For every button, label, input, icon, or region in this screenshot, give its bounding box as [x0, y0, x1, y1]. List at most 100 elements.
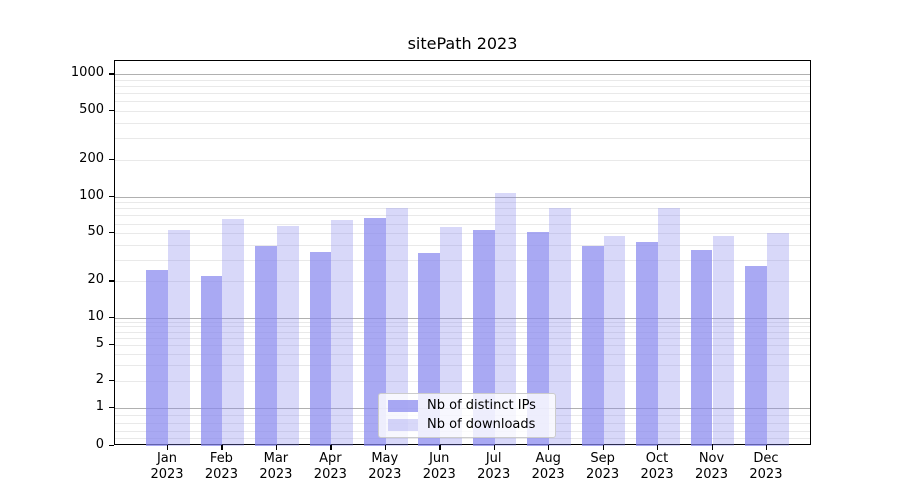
y-tick-label-10: 10: [87, 308, 104, 324]
gridline-100: [115, 196, 810, 198]
x-tick-label-apr: Apr 2023: [313, 451, 347, 482]
bar-distinct-ips-may: [364, 217, 386, 446]
x-tick-label-mar: Mar 2023: [259, 451, 293, 482]
minor-gridline: [115, 321, 810, 323]
x-tick-sep: [602, 445, 604, 450]
x-tick-jun: [439, 445, 441, 450]
minor-gridline: [115, 202, 810, 204]
bar-distinct-ips-jul: [472, 230, 495, 446]
bar-downloads-aug: [549, 208, 571, 446]
y-tick-label-20: 20: [87, 272, 104, 288]
gridline-1000: [115, 74, 810, 76]
x-tick-may: [384, 445, 387, 450]
y-tick-label-500: 500: [79, 102, 104, 118]
x-tick-jul: [493, 445, 495, 450]
bar-downloads-jul: [494, 192, 517, 446]
bar-downloads-jun: [440, 227, 463, 446]
bar-distinct-ips-aug: [527, 232, 550, 446]
y-tick-label-50: 50: [87, 224, 104, 240]
legend: Nb of distinct IPs Nb of downloads: [378, 393, 556, 438]
x-tick-label-feb: Feb 2023: [204, 451, 238, 482]
x-tick-label-nov: Nov 2023: [694, 451, 729, 482]
minor-gridline: [115, 86, 810, 88]
minor-gridline: [115, 159, 810, 161]
minor-gridline: [115, 438, 810, 440]
gridline-10: [115, 317, 810, 319]
minor-gridline: [115, 233, 810, 235]
bar-downloads-sep: [603, 236, 626, 446]
minor-gridline: [115, 364, 810, 366]
x-tick-label-sep: Sep 2023: [586, 451, 620, 482]
minor-gridline: [115, 337, 810, 339]
minor-gridline: [115, 244, 810, 246]
y-tick-label-100: 100: [79, 187, 104, 203]
x-tick-dec: [765, 445, 768, 450]
y-tick-50: [109, 232, 114, 234]
x-tick-label-dec: Dec 2023: [749, 451, 783, 482]
bar-downloads-jan: [168, 230, 190, 446]
legend-label-downloads: Nb of downloads: [427, 417, 536, 432]
legend-swatch-distinct-ips: [388, 400, 418, 412]
minor-gridline: [115, 344, 810, 346]
bar-downloads-mar: [276, 226, 299, 446]
bar-distinct-ips-feb: [200, 276, 223, 446]
legend-item-downloads: Nb of downloads: [388, 418, 546, 432]
bar-distinct-ips-jan: [146, 269, 168, 446]
x-tick-oct: [657, 445, 659, 450]
y-tick-100: [109, 195, 114, 197]
bar-downloads-may: [385, 208, 408, 446]
bar-distinct-ips-dec: [745, 265, 767, 446]
x-tick-feb: [221, 445, 223, 450]
x-tick-label-oct: Oct 2023: [640, 451, 674, 482]
y-tick-label-0: 0: [95, 437, 104, 452]
x-tick-aug: [548, 445, 550, 450]
y-tick-10: [109, 316, 114, 318]
y-tick-500: [109, 110, 114, 112]
minor-gridline: [115, 111, 810, 113]
x-tick-mar: [275, 445, 278, 450]
bar-distinct-ips-nov: [690, 250, 713, 446]
minor-gridline: [115, 123, 810, 124]
x-tick-nov: [711, 445, 713, 450]
x-tick-label-jun: Jun 2023: [422, 451, 456, 482]
x-tick-label-jul: Jul 2023: [477, 451, 511, 482]
x-tick-label-may: May 2023: [368, 451, 402, 482]
bar-distinct-ips-mar: [255, 246, 277, 446]
y-tick-label-2: 2: [95, 371, 104, 387]
bar-distinct-ips-apr: [309, 251, 332, 446]
minor-gridline: [115, 326, 810, 328]
minor-gridline: [115, 101, 810, 103]
chart-title: sitePath 2023: [407, 34, 518, 53]
x-tick-jan: [167, 445, 169, 450]
x-tick-label-aug: Aug 2023: [531, 451, 565, 482]
y-tick-label-1: 1: [95, 398, 104, 414]
y-tick-20: [109, 280, 114, 282]
minor-gridline: [115, 215, 810, 217]
y-tick-5: [109, 343, 114, 346]
x-tick-label-jan: Jan 2023: [150, 451, 184, 482]
minor-gridline: [115, 380, 810, 382]
minor-gridline: [115, 208, 810, 210]
bar-downloads-dec: [766, 233, 789, 446]
minor-gridline: [115, 259, 810, 261]
bar-distinct-ips-sep: [581, 246, 604, 446]
x-tick-apr: [330, 445, 332, 450]
y-tick-label-200: 200: [79, 150, 104, 166]
bar-downloads-oct: [658, 208, 680, 446]
y-tick-0: [109, 445, 114, 447]
minor-gridline: [115, 79, 810, 81]
bar-downloads-nov: [712, 236, 735, 446]
minor-gridline: [115, 138, 810, 140]
minor-gridline: [115, 93, 810, 95]
bar-distinct-ips-oct: [636, 242, 659, 446]
y-tick-200: [109, 158, 114, 161]
y-tick-1000: [109, 73, 114, 75]
legend-item-distinct-ips: Nb of distinct IPs: [388, 399, 546, 413]
y-tick-2: [109, 379, 114, 381]
bar-downloads-feb: [222, 218, 245, 446]
bar-downloads-apr: [331, 220, 354, 446]
legend-swatch-downloads: [388, 419, 418, 431]
y-tick-label-1000: 1000: [70, 65, 104, 81]
plot-area: [114, 60, 811, 446]
